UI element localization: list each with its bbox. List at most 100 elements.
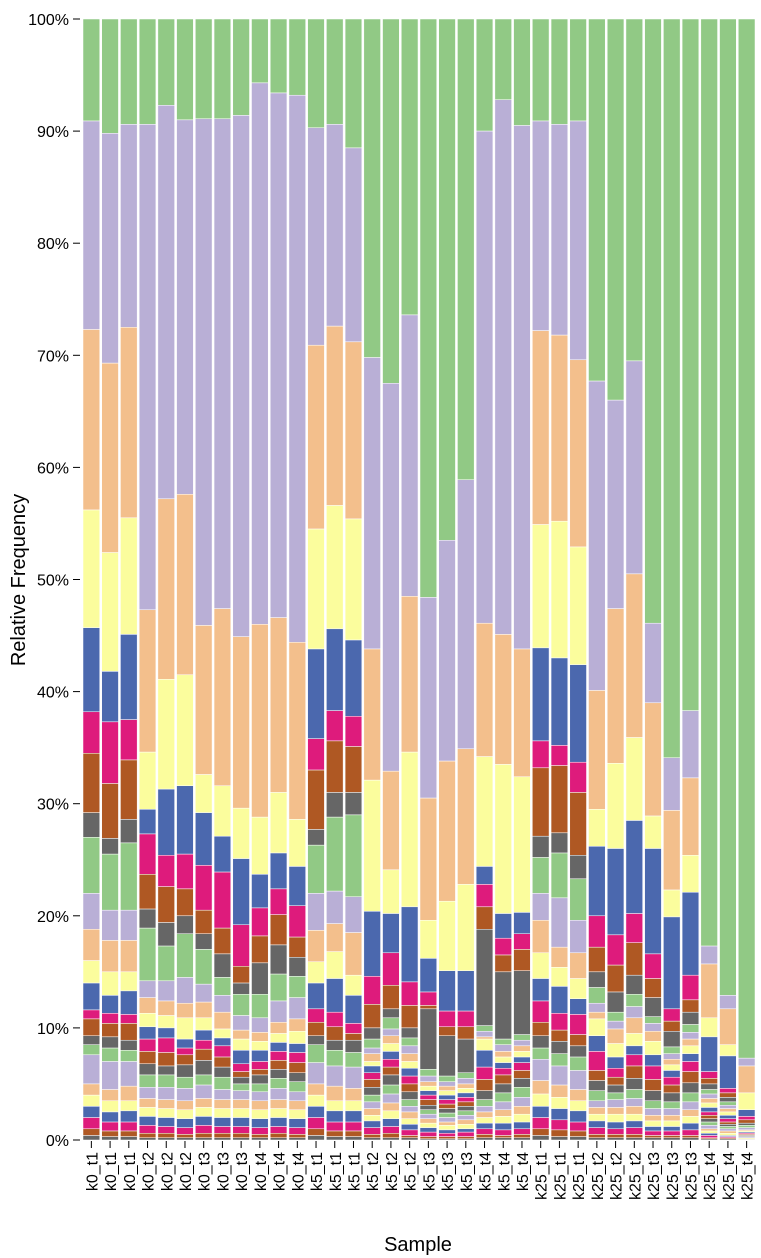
bar-segment — [138, 609, 157, 753]
x-tick-label: k5_t1 — [309, 1152, 326, 1191]
bar-segment — [475, 866, 494, 885]
bar-segment — [232, 1029, 250, 1040]
bar-segment — [307, 344, 325, 530]
bar-segment — [438, 18, 456, 541]
bar-segment — [475, 1137, 494, 1141]
bar-segment — [232, 994, 250, 1016]
bar-segment — [382, 869, 400, 914]
bar-segment — [532, 330, 550, 525]
bar-segment — [195, 1098, 213, 1108]
bar-segment — [213, 1117, 232, 1127]
x-tick-label: k0_t4 — [290, 1152, 307, 1191]
bar-segment — [606, 1068, 625, 1078]
bar-segment — [625, 820, 643, 914]
bar-segment — [513, 1051, 531, 1058]
bar-segment — [550, 852, 569, 899]
bar-segment — [363, 1027, 381, 1040]
bar-segment — [138, 1038, 157, 1052]
x-tick-label: k25_t1 — [534, 1152, 551, 1200]
bar-segment — [269, 1060, 288, 1070]
bar-segment — [494, 1083, 512, 1094]
bar-segment — [475, 622, 494, 757]
bar-segment — [419, 1127, 437, 1133]
bar-segment — [213, 1028, 232, 1039]
bar-segment — [157, 18, 175, 106]
bar-segment — [588, 1051, 606, 1071]
bar-segment — [344, 147, 363, 343]
bar-segment — [344, 1088, 363, 1102]
bar-segment — [513, 1070, 531, 1079]
y-tick-label: 60% — [37, 460, 69, 477]
bar-segment — [719, 1092, 737, 1098]
bar-segment — [101, 1089, 119, 1102]
bar-area — [82, 18, 756, 1141]
bar-segment — [82, 18, 100, 122]
bar-segment — [588, 1090, 606, 1102]
bar-segment — [569, 1014, 587, 1035]
bar-segment — [550, 986, 569, 1014]
bar-segment — [457, 1097, 475, 1103]
bar-segment — [138, 833, 157, 875]
bar-segment — [494, 1116, 512, 1124]
bar-segment — [251, 1069, 269, 1076]
bar-segment — [550, 897, 569, 948]
bar-segment — [307, 1008, 325, 1023]
bar-segment — [606, 608, 625, 764]
bar-segment — [588, 380, 606, 691]
bar-segment — [363, 1004, 381, 1029]
bar-segment — [569, 1121, 587, 1132]
bar-segment — [419, 1131, 437, 1137]
bar-segment — [438, 1090, 456, 1096]
bar-segment — [120, 18, 138, 125]
bar-segment — [82, 1094, 100, 1107]
bar-segment — [176, 494, 194, 676]
bar-segment — [625, 1137, 643, 1141]
bar-segment — [569, 761, 587, 793]
bar-segment — [457, 884, 475, 971]
bar-segment — [550, 1041, 569, 1054]
bar-segment — [681, 710, 700, 779]
bar-segment — [419, 1085, 437, 1091]
bar-segment — [251, 1061, 269, 1070]
bar-segment — [719, 1126, 737, 1130]
bar-segment — [719, 1008, 737, 1045]
bar-segment — [251, 1100, 269, 1110]
bar-segment — [363, 1094, 381, 1103]
bar-segment — [606, 848, 625, 936]
bar-segment — [232, 807, 250, 859]
bar-segment — [475, 1117, 494, 1124]
bar-segment — [738, 1119, 756, 1124]
x-tick-label: k0_t4 — [272, 1152, 289, 1191]
bar-segment — [157, 1099, 175, 1109]
bar-segment — [606, 399, 625, 609]
bar-segment — [363, 1072, 381, 1080]
bar-segment — [438, 1117, 456, 1123]
x-tick-label: k25_t4 — [702, 1152, 719, 1200]
bar-segment — [588, 1011, 606, 1020]
bar-segment — [401, 1053, 419, 1062]
bar-segment — [663, 1101, 681, 1109]
bar-segment — [269, 1088, 288, 1100]
bar-segment — [120, 124, 138, 328]
bar-segment — [550, 520, 569, 659]
bar-segment — [588, 1113, 606, 1122]
bar-segment — [475, 1036, 494, 1040]
bar-segment — [213, 1076, 232, 1090]
bar-segment — [513, 1137, 531, 1141]
bar-segment — [532, 893, 550, 921]
bar-segment — [457, 1092, 475, 1098]
bar-segment — [138, 997, 157, 1014]
bar-segment — [101, 133, 119, 364]
bar-segment — [288, 18, 306, 96]
bar-segment — [288, 1072, 306, 1082]
x-tick-label: k25_t1 — [571, 1152, 588, 1200]
bar-segment — [494, 1137, 512, 1141]
bar-segment — [195, 933, 213, 950]
bar-segment — [363, 911, 381, 977]
bar-segment — [326, 740, 344, 793]
bar-segment — [681, 1045, 700, 1054]
bar-segment — [494, 634, 512, 765]
bar-segment — [738, 1092, 756, 1110]
bar-segment — [700, 1107, 718, 1113]
bar-segment — [344, 716, 363, 747]
